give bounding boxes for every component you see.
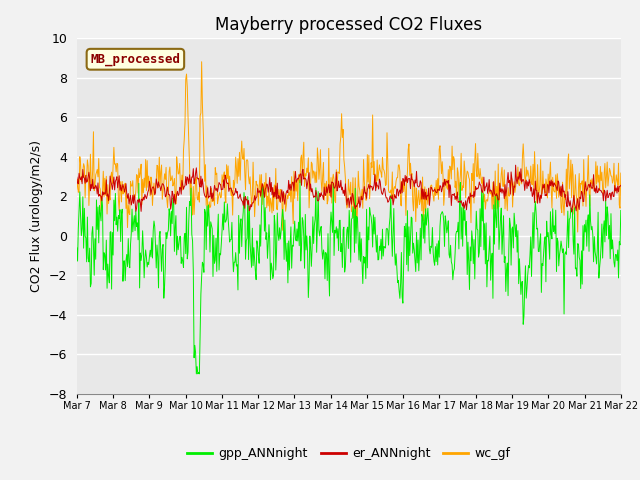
Title: Mayberry processed CO2 Fluxes: Mayberry processed CO2 Fluxes: [215, 16, 483, 34]
Legend: gpp_ANNnight, er_ANNnight, wc_gf: gpp_ANNnight, er_ANNnight, wc_gf: [182, 443, 515, 466]
Text: MB_processed: MB_processed: [90, 53, 180, 66]
Y-axis label: CO2 Flux (urology/m2/s): CO2 Flux (urology/m2/s): [30, 140, 43, 292]
